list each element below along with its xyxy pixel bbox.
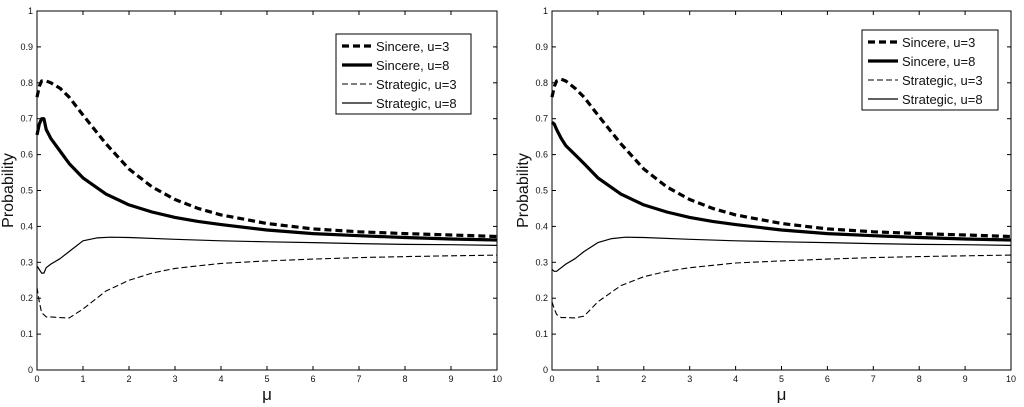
legend: Sincere, u=3 Sincere, u=8 Strategic, u=3 St…	[335, 33, 472, 115]
y-tick-label: 0.7	[20, 114, 33, 124]
legend-label: Strategic, u=3	[902, 73, 983, 88]
x-tick-label: 2	[126, 374, 131, 384]
y-tick-label: 0.7	[535, 114, 548, 124]
y-tick-label: 0.1	[535, 329, 548, 339]
y-tick-label: 0.3	[20, 257, 33, 267]
y-axis-label: Probability	[515, 153, 532, 228]
legend-label: Strategic, u=8	[376, 96, 457, 111]
series-line	[551, 254, 1012, 319]
y-tick-label: 0	[543, 365, 548, 375]
y-tick-label: 0.5	[535, 186, 548, 196]
y-tick-label: 0.4	[20, 221, 33, 231]
x-tick-label: 0	[549, 374, 554, 384]
legend-label: Sincere, u=8	[902, 54, 975, 69]
x-tick-label: 7	[871, 374, 876, 384]
y-axis-label: Probability	[0, 153, 17, 228]
x-tick-label: 5	[264, 374, 269, 384]
y-tick-label: 0.8	[535, 78, 548, 88]
y-tick-label: 0.4	[535, 221, 548, 231]
x-axis-label: μ	[262, 385, 272, 404]
series-line	[36, 254, 498, 319]
x-tick-label: 0	[34, 374, 39, 384]
x-tick-label: 7	[356, 374, 361, 384]
series-line	[551, 236, 1012, 272]
legend-label: Sincere, u=3	[376, 39, 449, 54]
series-line	[35, 117, 498, 242]
legend-label: Strategic, u=3	[376, 77, 457, 92]
legend: Sincere, u=3 Sincere, u=8 Strategic, u=3 St…	[861, 29, 999, 111]
legend-label: Strategic, u=8	[902, 92, 983, 107]
x-tick-label: 9	[448, 374, 453, 384]
series-line	[550, 77, 1012, 239]
series-line	[35, 79, 498, 239]
y-tick-label: 1	[543, 6, 548, 16]
x-tick-label: 10	[492, 374, 502, 384]
y-tick-label: 0.2	[20, 293, 33, 303]
x-tick-label: 8	[917, 374, 922, 384]
y-tick-label: 0.1	[20, 329, 33, 339]
x-tick-label: 4	[733, 374, 738, 384]
x-tick-label: 5	[779, 374, 784, 384]
x-tick-label: 1	[595, 374, 600, 384]
y-tick-label: 0.8	[20, 78, 33, 88]
x-tick-label: 8	[402, 374, 407, 384]
y-tick-label: 0.2	[535, 293, 548, 303]
x-tick-label: 2	[641, 374, 646, 384]
chart-2: 0 1 2 3 4 5 6 7 8 9 10 0 0.1 0.2 0.3 0.4 0.5 0.6 0.7 0.8 0.9…	[515, 6, 1016, 404]
x-tick-label: 1	[80, 374, 85, 384]
series-line	[36, 236, 498, 274]
x-axis-label: μ	[777, 385, 787, 404]
legend-label: Sincere, u=8	[376, 58, 449, 73]
y-tick-label: 0.6	[20, 150, 33, 160]
y-tick-label: 0.6	[535, 150, 548, 160]
x-tick-label: 3	[172, 374, 177, 384]
x-tick-label: 4	[218, 374, 223, 384]
x-tick-label: 6	[310, 374, 315, 384]
x-tick-label: 10	[1006, 374, 1016, 384]
y-tick-label: 1	[28, 6, 33, 16]
legend-label: Sincere, u=3	[902, 35, 975, 50]
y-tick-label: 0.9	[20, 42, 33, 52]
x-tick-label: 3	[687, 374, 692, 384]
x-tick-label: 9	[963, 374, 968, 384]
series-line	[551, 121, 1012, 242]
y-tick-label: 0.5	[20, 186, 33, 196]
y-tick-label: 0.9	[535, 42, 548, 52]
x-tick-label: 6	[825, 374, 830, 384]
y-tick-label: 0	[28, 365, 33, 375]
y-tick-label: 0.3	[535, 257, 548, 267]
chart-1: 0 1 2 3 4 5 6 7 8 9 10 0 0.1 0.2 0.3 0.4 0.5 0.6 0.7 0.8 0.9…	[0, 6, 502, 404]
